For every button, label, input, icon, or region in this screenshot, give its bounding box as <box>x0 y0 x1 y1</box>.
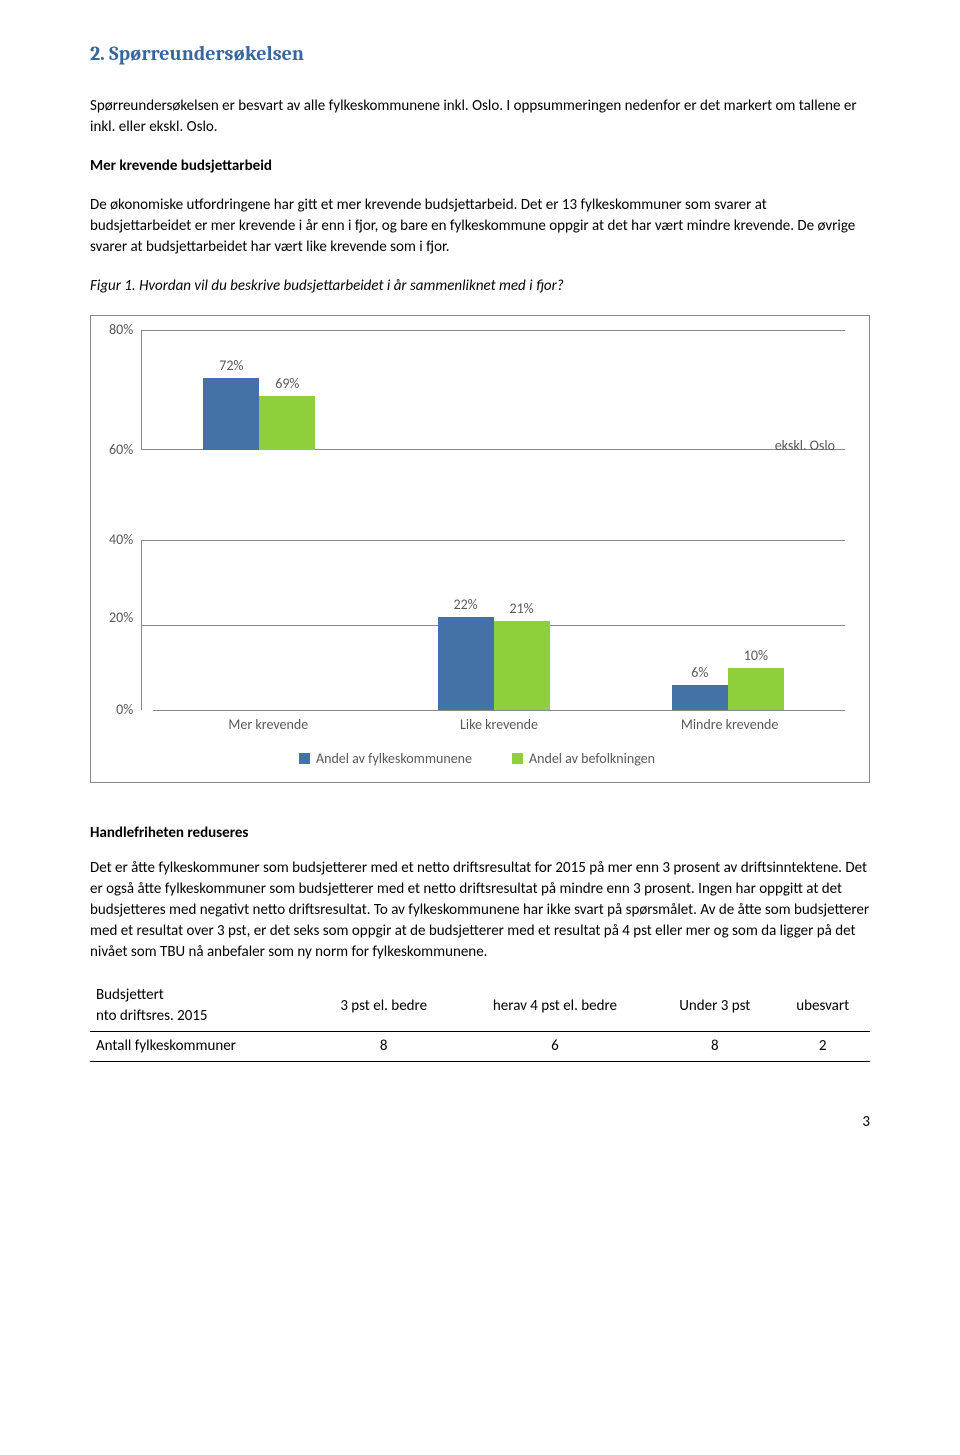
ytick: 40% <box>109 533 133 547</box>
subheading-1: Mer krevende budsjettarbeid <box>90 156 870 177</box>
bar <box>203 378 259 450</box>
table-rowhead: Budsjettert nto driftsres. 2015 <box>90 981 312 1032</box>
section-heading: 2. Spørreundersøkelsen <box>90 40 870 68</box>
bar-value-label: 6% <box>691 663 708 683</box>
ytick: 20% <box>109 611 133 625</box>
plot-area-lower: 22% 21% 6% 10% <box>141 540 845 710</box>
bar-value-label: 22% <box>453 595 477 615</box>
bar <box>494 621 550 710</box>
table-cell: 6 <box>456 1032 655 1062</box>
x-axis: Mer krevende Like krevende Mindre kreven… <box>153 710 845 735</box>
chart-note: ekskl. Oslo <box>775 436 835 456</box>
bar <box>438 617 494 711</box>
legend-label: Andel av fylkeskommunene <box>316 749 472 769</box>
ytick: 80% <box>109 323 133 337</box>
legend-swatch <box>512 753 523 764</box>
budget-table: Budsjettert nto driftsres. 2015 3 pst el… <box>90 981 870 1062</box>
bar-value-label: 10% <box>744 646 768 666</box>
table-col: ubesvart <box>775 981 870 1032</box>
sub2-body: Det er åtte fylkeskommuner som budsjette… <box>90 858 870 963</box>
x-category: Like krevende <box>385 711 613 735</box>
legend-swatch <box>299 753 310 764</box>
bar-group: 6% 10% <box>612 646 844 710</box>
intro-paragraph: Spørreundersøkelsen er besvart av alle f… <box>90 96 870 138</box>
bar-value-label: 72% <box>219 356 243 376</box>
bar-value-label: 69% <box>275 374 299 394</box>
x-category: Mindre krevende <box>615 711 843 735</box>
ytick: 0% <box>116 703 133 717</box>
table-col: 3 pst el. bedre <box>312 981 456 1032</box>
sub1-body: De økonomiske utfordringene har gitt et … <box>90 195 870 258</box>
figure-caption: Figur 1. Hvordan vil du beskrive budsjet… <box>90 276 870 297</box>
table-cell: 2 <box>775 1032 870 1062</box>
ytick: 60% <box>109 443 133 457</box>
y-axis-upper: 80% 60% <box>109 330 141 450</box>
bar-group: 72% 69% <box>143 356 375 450</box>
table-cell: 8 <box>654 1032 775 1062</box>
legend-label: Andel av befolkningen <box>529 749 655 769</box>
figure-1-chart: 80% 60% ekskl. Oslo 72% 69% <box>90 315 870 783</box>
table-cell: 8 <box>312 1032 456 1062</box>
x-category: Mer krevende <box>154 711 382 735</box>
bar <box>672 685 728 711</box>
page-number: 3 <box>90 1112 870 1133</box>
bar-group: 22% 21% <box>378 595 610 710</box>
bar <box>728 668 784 711</box>
chart-legend: Andel av fylkeskommunene Andel av befolk… <box>109 749 845 769</box>
table-col: Under 3 pst <box>654 981 775 1032</box>
legend-item: Andel av fylkeskommunene <box>299 749 472 769</box>
bar <box>259 396 315 450</box>
y-axis-lower: 40% 20% 0% <box>109 540 141 710</box>
table-col: herav 4 pst el. bedre <box>456 981 655 1032</box>
plot-area-upper: ekskl. Oslo 72% 69% <box>141 330 845 450</box>
bar-value-label: 21% <box>509 599 533 619</box>
table-rowhead: Antall fylkeskommuner <box>90 1032 312 1062</box>
legend-item: Andel av befolkningen <box>512 749 655 769</box>
subheading-2: Handlefriheten reduseres <box>90 823 870 844</box>
